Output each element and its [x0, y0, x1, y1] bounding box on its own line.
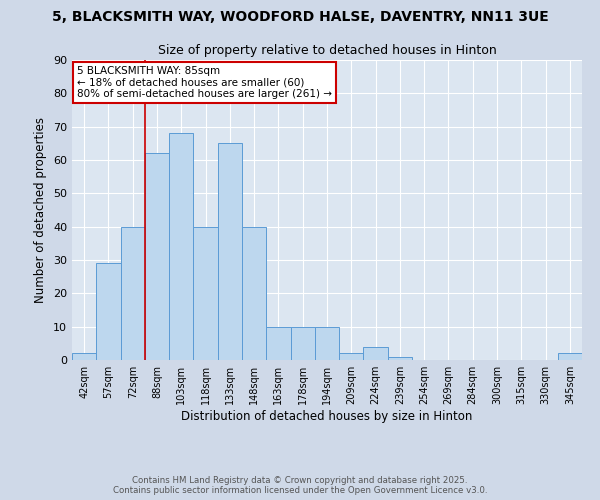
Bar: [266, 326, 290, 360]
Text: 5 BLACKSMITH WAY: 85sqm
← 18% of detached houses are smaller (60)
80% of semi-de: 5 BLACKSMITH WAY: 85sqm ← 18% of detache…: [77, 66, 332, 99]
Bar: [290, 326, 315, 360]
Bar: [121, 226, 145, 360]
Title: Size of property relative to detached houses in Hinton: Size of property relative to detached ho…: [158, 44, 496, 58]
Bar: [388, 356, 412, 360]
Bar: [72, 354, 96, 360]
Bar: [169, 134, 193, 360]
Bar: [193, 226, 218, 360]
Text: Contains HM Land Registry data © Crown copyright and database right 2025.
Contai: Contains HM Land Registry data © Crown c…: [113, 476, 487, 495]
Bar: [96, 264, 121, 360]
Bar: [315, 326, 339, 360]
X-axis label: Distribution of detached houses by size in Hinton: Distribution of detached houses by size …: [181, 410, 473, 423]
Bar: [558, 354, 582, 360]
Bar: [339, 354, 364, 360]
Bar: [145, 154, 169, 360]
Bar: [218, 144, 242, 360]
Bar: [242, 226, 266, 360]
Text: 5, BLACKSMITH WAY, WOODFORD HALSE, DAVENTRY, NN11 3UE: 5, BLACKSMITH WAY, WOODFORD HALSE, DAVEN…: [52, 10, 548, 24]
Bar: [364, 346, 388, 360]
Y-axis label: Number of detached properties: Number of detached properties: [34, 117, 47, 303]
